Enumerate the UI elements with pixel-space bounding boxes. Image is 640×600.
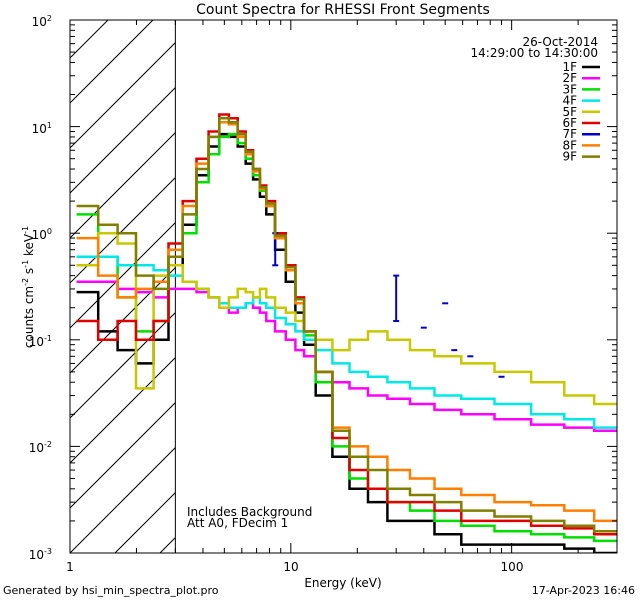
- y-tick-label-1e2: 102: [32, 14, 52, 29]
- series-line-9F: [76, 116, 617, 533]
- annotation-background: Includes Background: [187, 505, 312, 519]
- hatch-line: [69, 42, 176, 149]
- series-line-2F: [76, 280, 617, 433]
- hatch-line: [69, 402, 176, 509]
- y-tick-label-1e-2: 10-2: [29, 440, 52, 455]
- hatch-line: [69, 222, 176, 329]
- x-axis-label: Energy (keV): [304, 576, 381, 590]
- footer-generated-by: Generated by hsi_min_spectra_plot.pro: [3, 584, 219, 597]
- chart-title: Count Spectra for RHESSI Front Segments: [196, 2, 490, 18]
- hatch-line: [69, 19, 154, 104]
- y-axis-label: counts cm-2 s-1 keV-1: [21, 226, 36, 348]
- x-tick-label-10: 10: [283, 560, 298, 574]
- legend-label-2F: 2F: [562, 71, 577, 85]
- date-label: 26-Oct-2014: [522, 35, 598, 49]
- legend-label-3F: 3F: [562, 82, 577, 96]
- series-line-6F: [76, 113, 617, 536]
- annotation-attenuator: Att A0, FDecim 1: [187, 516, 288, 530]
- hatch-line: [69, 177, 176, 284]
- footer-timestamp: 17-Apr-2023 16:46: [532, 584, 635, 597]
- plot-frame: [69, 19, 618, 554]
- hatch-line: [159, 537, 176, 554]
- legend-label-4F: 4F: [562, 94, 577, 108]
- hatch-line: [114, 492, 176, 554]
- series-line-5F: [76, 231, 617, 406]
- time-range-label: 14:29:00 to 14:30:00: [471, 46, 598, 60]
- hatch-line: [69, 447, 176, 554]
- legend-label-9F: 9F: [562, 150, 577, 164]
- x-tick-label-100: 100: [501, 560, 524, 574]
- legend-label-5F: 5F: [562, 105, 577, 119]
- series-layer: [76, 113, 617, 553]
- legend-label-7F: 7F: [562, 127, 577, 141]
- hatch-line: [69, 132, 176, 239]
- legend-label-1F: 1F: [562, 60, 577, 74]
- hatch-line: [69, 19, 109, 59]
- hatch-line: [69, 87, 176, 194]
- axis-ticks: [69, 19, 618, 554]
- y-tick-label-1e-3: 10-3: [29, 547, 52, 562]
- series-line-1F: [76, 132, 617, 553]
- hatch-line: [69, 312, 176, 419]
- attenuator-hatch-region: [69, 19, 176, 554]
- x-tick-label-1: 1: [66, 560, 74, 574]
- legend-label-8F: 8F: [562, 138, 577, 152]
- hatch-line: [69, 357, 176, 464]
- y-tick-label-1e1: 101: [32, 121, 52, 136]
- legend-label-6F: 6F: [562, 116, 577, 130]
